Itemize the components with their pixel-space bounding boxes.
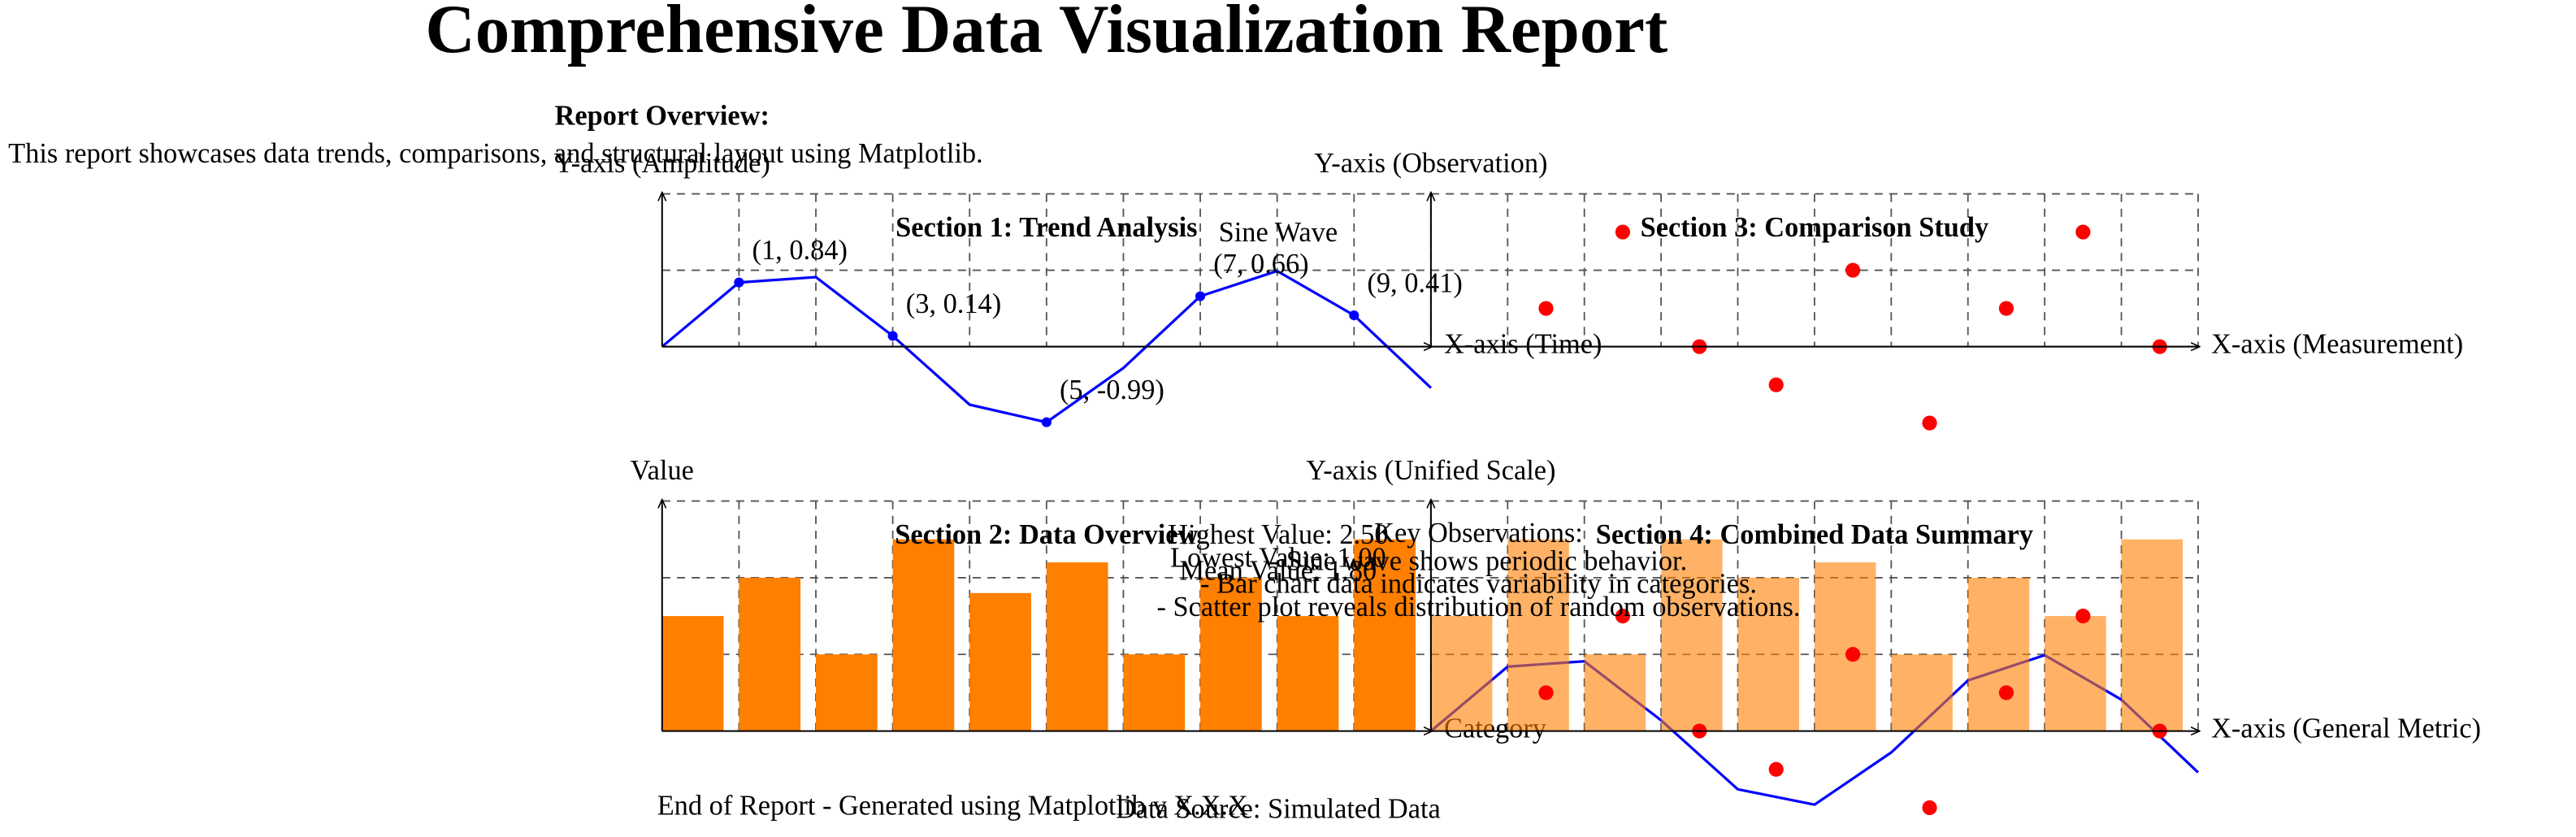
bar <box>892 539 955 731</box>
bar <box>1123 654 1186 731</box>
report-title: Comprehensive Data Visualization Report <box>425 0 1667 67</box>
x-axis-label: X-axis (General Metric) <box>2211 713 2481 744</box>
scatter-point <box>1768 377 1784 392</box>
scatter-point <box>1615 224 1630 240</box>
observation-note: - Sine wave shows periodic behavior. <box>1270 545 1687 576</box>
bar <box>969 592 1031 731</box>
bar <box>2121 539 2184 731</box>
section-title: Section 3: Comparison Study <box>1641 212 1989 243</box>
section-title: Section 4: Combined Data Summary <box>1596 519 2033 550</box>
scatter-point <box>1922 415 1937 431</box>
scatter-point <box>1538 685 1554 700</box>
bar <box>1584 654 1646 731</box>
x-axis-label: X-axis (Measurement) <box>2211 328 2463 359</box>
point-marker <box>1349 310 1360 321</box>
y-axis-label: Value <box>631 455 694 486</box>
section-title: Section 1: Trend Analysis <box>896 212 1197 243</box>
point-annotation: (7, 0.66) <box>1213 249 1308 280</box>
scatter-point <box>2075 224 2091 240</box>
bar <box>1200 577 1262 731</box>
point-annotation: (3, 0.14) <box>906 288 1001 319</box>
bar <box>1891 654 1953 731</box>
bar <box>815 654 878 731</box>
scatter-point <box>1998 685 2014 700</box>
legend-label: Sine Wave <box>1219 217 1338 248</box>
bar <box>1967 577 2030 731</box>
bar <box>1277 616 1339 731</box>
bar <box>1737 577 1800 731</box>
bar <box>1430 616 1493 731</box>
bar <box>1354 539 1416 731</box>
bar <box>1507 539 1569 731</box>
footer: End of Report - Generated using Matplotl… <box>657 791 1248 822</box>
bar <box>739 577 801 731</box>
point-annotation: (9, 0.41) <box>1367 268 1462 299</box>
scatter-point <box>1538 301 1554 316</box>
bar <box>1814 562 1876 731</box>
point-marker <box>1041 417 1052 427</box>
point-annotation: (5, -0.99) <box>1060 375 1164 405</box>
point-marker <box>1195 291 1206 301</box>
y-axis-label: Y-axis (Unified Scale) <box>1306 455 1555 486</box>
section-title: Section 2: Data Overview <box>895 519 1198 550</box>
scatter-point <box>1922 800 1937 816</box>
observation-note: - Scatter plot reveals distribution of r… <box>1157 592 1801 622</box>
bar <box>661 616 724 731</box>
bar <box>2045 616 2106 731</box>
overview-text: This report showcases data trends, compa… <box>8 138 982 169</box>
scatter-point <box>1768 761 1784 777</box>
scatter-point <box>1615 608 1630 624</box>
data-source: Data Source: Simulated Data <box>1116 794 1441 825</box>
bar <box>1046 562 1108 731</box>
y-axis-label: Y-axis (Amplitude) <box>554 148 770 179</box>
point-marker <box>887 331 898 341</box>
y-axis-label: Y-axis (Observation) <box>1314 148 1547 179</box>
overview-heading: Report Overview: <box>555 100 770 131</box>
bar-annotation: Mean Value: 1.80 <box>1180 555 1377 586</box>
point-annotation: (1, 0.84) <box>752 235 848 266</box>
observation-note: - Bar chart data indicates variability i… <box>1200 569 1757 600</box>
scatter-point <box>1845 647 1861 662</box>
x-axis-label: X-axis (Time) <box>1444 328 1602 359</box>
bar <box>1661 539 1723 731</box>
scatter-point <box>2075 608 2091 624</box>
observation-note: Key Observations: <box>1374 518 1583 549</box>
scatter-point <box>1998 301 2014 316</box>
bar-annotation: Lowest Value: 1.00 <box>1170 542 1386 573</box>
point-marker <box>734 277 744 288</box>
scatter-point <box>1845 262 1861 278</box>
bar-annotation: Highest Value: 2.50 <box>1168 519 1388 550</box>
